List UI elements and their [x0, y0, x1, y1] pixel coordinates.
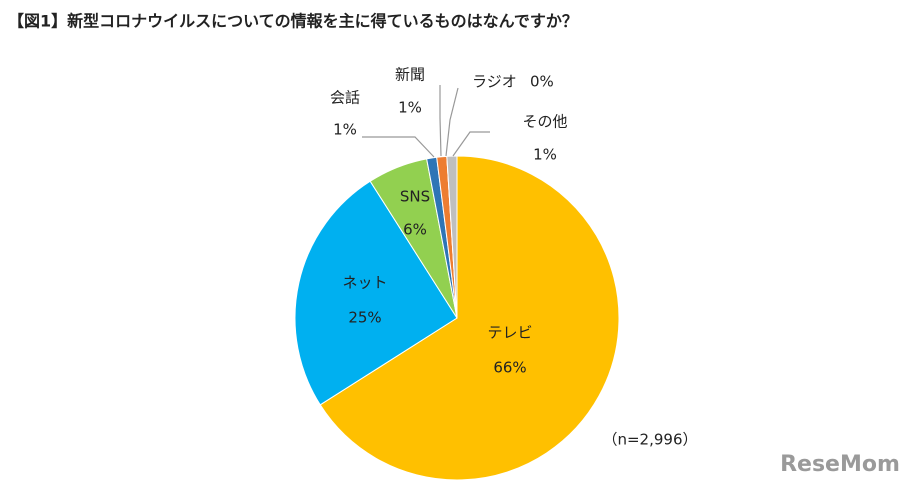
- pie-slice: [294, 180, 458, 406]
- value-label: 1%: [333, 121, 357, 139]
- slice-label: テレビ: [487, 324, 532, 342]
- leader-line: [452, 131, 490, 157]
- leader-line: [445, 87, 459, 157]
- slice-label: 会話: [330, 89, 360, 107]
- pie-slice: [446, 155, 458, 319]
- slice-label: その他: [522, 113, 567, 131]
- value-label: 66%: [493, 359, 526, 377]
- slice-label: SNS: [400, 188, 430, 206]
- pie: [294, 155, 620, 481]
- sample-note: （n=2,996）: [602, 431, 697, 449]
- leader-line: [439, 85, 442, 157]
- slice-label: 新聞: [395, 66, 425, 84]
- value-label: 0%: [530, 73, 554, 91]
- chart-title: 【図1】新型コロナウイルスについての情報を主に得ているものはなんですか？: [8, 12, 578, 31]
- slice-label: ネット: [342, 274, 387, 292]
- slice-label: ラジオ: [472, 73, 517, 91]
- leader-lines: [362, 85, 490, 158]
- watermark: ReseMom: [780, 452, 900, 477]
- leader-line: [362, 136, 435, 158]
- value-label: 25%: [348, 309, 381, 327]
- value-label: 6%: [403, 221, 427, 239]
- pie-slice: [319, 155, 620, 481]
- value-label: 1%: [398, 99, 422, 117]
- value-label: 1%: [533, 146, 557, 164]
